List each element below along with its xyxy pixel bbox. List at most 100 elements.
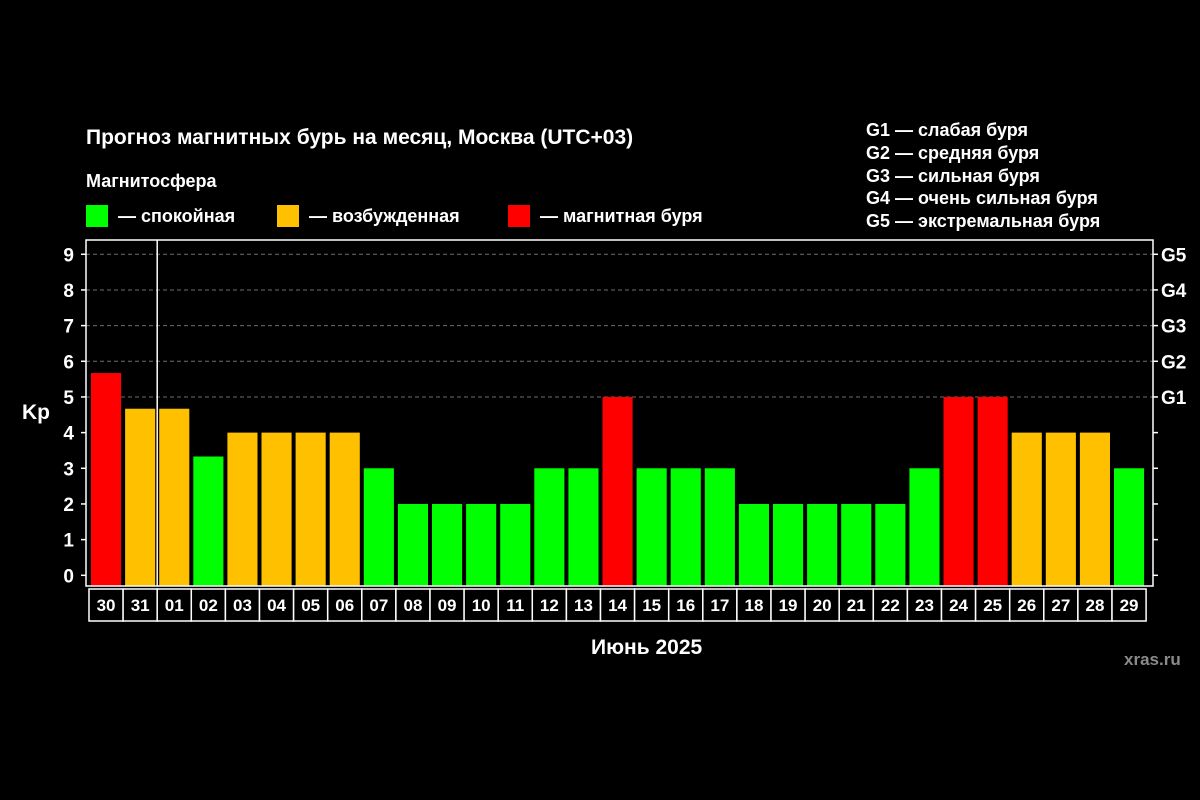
bar: [977, 396, 1008, 586]
right-tick-label: G1: [1161, 388, 1187, 409]
legend-title: Магнитосфера: [86, 171, 217, 191]
category-label: 04: [267, 596, 286, 615]
category-label: 22: [881, 596, 900, 615]
bar: [125, 408, 156, 586]
watermark: xras.ru: [1124, 650, 1181, 669]
chart-title: Прогноз магнитных бурь на месяц, Москва …: [86, 126, 634, 149]
legend-swatch-storm: [508, 205, 530, 227]
bar: [602, 396, 633, 586]
category-box: [702, 588, 738, 622]
category-box: [1111, 588, 1147, 622]
bar: [670, 468, 701, 586]
category-label: 07: [369, 596, 388, 615]
plot-frame: [85, 239, 1154, 587]
bar: [500, 503, 531, 586]
y-tick-label: 9: [63, 245, 74, 266]
bar: [227, 432, 258, 586]
category-label: 03: [233, 596, 252, 615]
bar: [738, 503, 769, 586]
y-tick-label: 8: [63, 281, 74, 302]
legend-swatch-excited: [277, 205, 299, 227]
category-label: 06: [335, 596, 354, 615]
category-label: 18: [744, 596, 763, 615]
bar: [1079, 432, 1110, 586]
storm-level-g4: G4 — очень сильная буря: [866, 188, 1098, 209]
bar: [875, 503, 906, 586]
bar: [466, 503, 497, 586]
category-label: 16: [676, 596, 695, 615]
bar: [397, 503, 428, 586]
storm-level-g5: G5 — экстремальная буря: [866, 211, 1101, 231]
y-tick-label: 7: [63, 317, 74, 338]
category-label: 24: [949, 596, 968, 615]
category-box: [1008, 588, 1045, 622]
legend-label-storm: — магнитная буря: [540, 205, 703, 226]
legend-item-storm: — магнитная буря: [508, 205, 703, 227]
category-label: 08: [403, 596, 422, 615]
storm-level-legend: G1 — слабая буря G2 — средняя буря G3 — …: [866, 119, 1100, 233]
legend-item-excited: — возбужденная: [277, 205, 460, 227]
right-tick-label: G4: [1161, 281, 1187, 302]
bar: [773, 503, 804, 586]
bar: [432, 503, 463, 586]
bar: [534, 468, 565, 586]
bar: [841, 503, 872, 586]
bar: [261, 432, 292, 586]
category-box: [872, 588, 909, 622]
category-label: 05: [301, 596, 320, 615]
category-label: 14: [608, 596, 627, 615]
category-label: 11: [506, 596, 524, 615]
bar: [1045, 432, 1076, 586]
category-box: [361, 588, 397, 622]
bar: [568, 468, 599, 586]
category-label: 12: [540, 596, 559, 615]
legend-item-calm: — спокойная: [86, 205, 235, 227]
category-label: 01: [165, 596, 184, 615]
bar: [807, 503, 838, 586]
right-tick-label: G5: [1161, 245, 1187, 266]
right-tick-label: G2: [1161, 352, 1186, 373]
bar: [1011, 432, 1042, 586]
category-label: 17: [710, 596, 729, 615]
category-label: 09: [438, 596, 457, 615]
bar: [943, 396, 974, 586]
category-box: [599, 588, 636, 622]
right-tick-label: G3: [1161, 317, 1186, 338]
category-label: 25: [983, 596, 1002, 615]
category-box: [122, 588, 158, 622]
category-label: 29: [1120, 596, 1139, 615]
storm-level-g1: G1 — слабая буря: [866, 120, 1029, 140]
category-box: [88, 588, 124, 622]
y-tick-label: 0: [63, 566, 74, 587]
category-label: 02: [199, 596, 218, 615]
bar: [1114, 468, 1145, 586]
category-label: 31: [131, 596, 150, 615]
category-box: [429, 588, 465, 622]
y-tick-label: 2: [63, 495, 74, 516]
bar: [704, 468, 735, 586]
category-label: 30: [97, 596, 116, 615]
category-label: 23: [915, 596, 934, 615]
category-label: 21: [847, 596, 866, 615]
y-tick-label: 5: [63, 388, 74, 409]
y-tick-label: 1: [63, 531, 74, 552]
category-box: [258, 588, 295, 622]
legend-label-calm: — спокойная: [118, 205, 236, 226]
category-box: [395, 588, 431, 622]
bar: [636, 468, 667, 586]
category-box: [633, 588, 670, 622]
storm-level-g3: G3 — сильная буря: [866, 165, 1040, 186]
bar: [329, 432, 360, 586]
category-box: [565, 588, 602, 622]
category-box: [224, 588, 261, 622]
category-label: 28: [1085, 596, 1104, 615]
bar: [193, 456, 224, 586]
category-label: 20: [813, 596, 832, 615]
category-box: [1077, 588, 1113, 622]
category-label: 10: [472, 596, 491, 615]
bar: [295, 432, 326, 586]
bar: [909, 468, 940, 586]
y-axis-label: Kp: [22, 401, 50, 424]
